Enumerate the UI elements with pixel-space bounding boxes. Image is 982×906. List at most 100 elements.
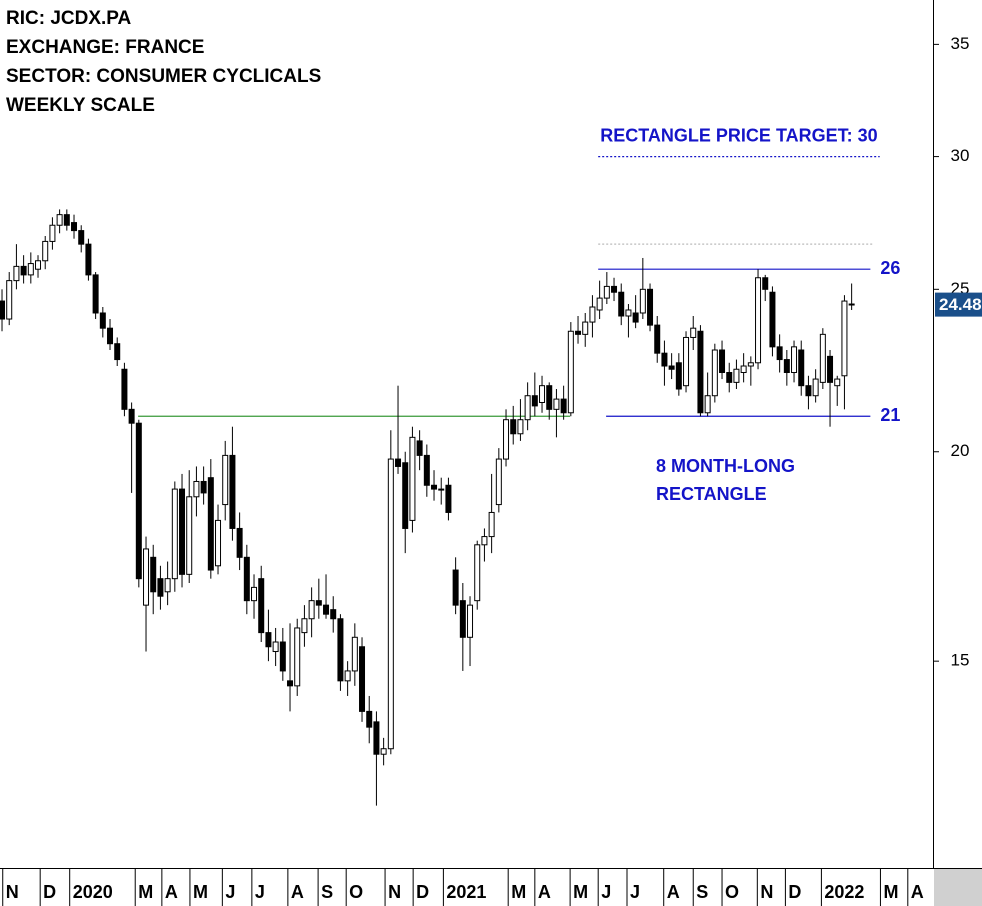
candle-body	[63, 214, 70, 226]
candle-body	[13, 265, 20, 282]
x-tick-label: M	[511, 882, 526, 902]
candle-body	[20, 265, 27, 276]
candle-body	[539, 385, 546, 403]
candle-body	[229, 454, 236, 529]
annotation: RECTANGLE	[656, 484, 767, 504]
candle-body	[755, 277, 762, 364]
x-tick-label: S	[321, 882, 333, 902]
candle-body	[762, 277, 769, 290]
candle-body	[387, 458, 394, 750]
level-label: 26	[880, 258, 900, 278]
x-tick-label: N	[6, 882, 19, 902]
candle-body	[625, 309, 632, 317]
x-tick-label: A	[291, 882, 304, 902]
candle-body	[603, 285, 610, 299]
candle-body	[834, 378, 841, 387]
candle-body	[99, 312, 106, 329]
x-tick-label: S	[696, 882, 708, 902]
x-tick-label: A	[165, 882, 178, 902]
candle-body	[503, 419, 510, 460]
x-tick-label: N	[760, 882, 773, 902]
candle-body	[200, 480, 207, 494]
candle-body	[495, 458, 502, 506]
candle-body	[776, 346, 783, 361]
x-tick-label: A	[667, 882, 680, 902]
x-tick-label: M	[573, 882, 588, 902]
header-line: RIC: JCDX.PA	[6, 8, 132, 29]
candle-body	[791, 346, 798, 374]
x-tick-label: M	[138, 882, 153, 902]
candle-body	[827, 355, 834, 383]
x-tick-label: M	[193, 882, 208, 902]
x-tick-label: N	[388, 882, 401, 902]
candle-body	[265, 632, 272, 648]
candle-body	[798, 349, 805, 387]
candle-body	[279, 641, 286, 672]
corner-box	[934, 868, 982, 906]
candle-body	[409, 436, 416, 521]
candle-body	[27, 263, 34, 276]
candle-body	[395, 458, 402, 467]
candle-body	[683, 336, 690, 387]
candle-body	[236, 527, 243, 558]
candle-body	[272, 641, 279, 653]
candle-body	[769, 291, 776, 348]
candle-body	[812, 378, 819, 397]
candle-body	[380, 748, 387, 755]
candle-body	[704, 395, 711, 414]
header-line: WEEKLY SCALE	[6, 95, 155, 116]
candle-body	[639, 288, 646, 314]
candle-body	[517, 419, 524, 435]
candle-body	[524, 395, 531, 421]
candle-body	[330, 609, 337, 620]
candle-body	[351, 636, 358, 672]
level-label: RECTANGLE PRICE TARGET: 30	[600, 125, 877, 145]
candle-body	[150, 556, 157, 593]
x-tick-label: A	[538, 882, 551, 902]
price-tag-label: 24.48	[939, 295, 982, 314]
candle-body	[452, 569, 459, 606]
candle-body	[747, 362, 754, 367]
candle-body	[107, 327, 114, 345]
y-tick-label: 15	[951, 651, 970, 670]
x-tick-label: O	[725, 882, 739, 902]
candle-body	[251, 586, 258, 602]
candle-body	[402, 462, 409, 529]
candle-body	[373, 721, 380, 755]
x-tick-label: 2020	[73, 882, 113, 902]
candle-body	[71, 222, 78, 232]
candle-body	[611, 285, 618, 293]
candle-body	[207, 477, 214, 571]
candle-body	[726, 372, 733, 383]
x-tick-label: J	[255, 882, 265, 902]
x-tick-label: A	[911, 882, 924, 902]
candle-body	[819, 333, 826, 383]
candle-body	[164, 578, 171, 593]
candle-body	[143, 548, 150, 606]
candle-body	[783, 359, 790, 374]
candle-body	[668, 365, 675, 370]
candle-body	[42, 240, 49, 262]
candle-body	[114, 343, 121, 361]
candle-body	[294, 627, 301, 687]
price-tag	[935, 292, 982, 317]
x-tick-label: 2022	[824, 882, 864, 902]
candle-body	[243, 556, 250, 602]
candle-body	[740, 365, 747, 374]
candle-body	[596, 297, 603, 311]
candle-body	[359, 646, 366, 712]
candle-body	[193, 480, 200, 498]
candle-body	[567, 330, 574, 414]
candle-body	[589, 306, 596, 323]
candle-body	[632, 312, 639, 323]
candle-body	[135, 422, 142, 580]
candle-body	[575, 330, 582, 335]
candle-body	[438, 488, 445, 491]
candle-body	[92, 274, 99, 314]
x-tick-label: D	[788, 882, 801, 902]
candle-body	[805, 385, 812, 397]
candle-body	[315, 600, 322, 606]
candle-body	[258, 578, 265, 634]
candle-body	[0, 300, 6, 320]
